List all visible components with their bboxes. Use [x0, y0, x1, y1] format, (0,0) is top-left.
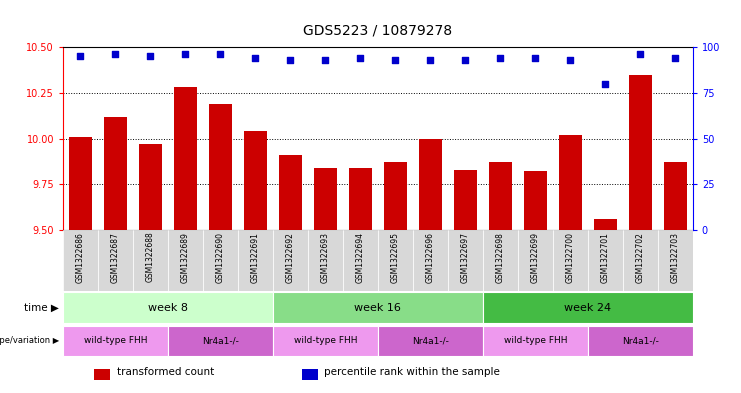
Text: wild-type FHH: wild-type FHH — [84, 336, 147, 345]
Text: transformed count: transformed count — [116, 367, 213, 377]
Bar — [448, 230, 483, 291]
Text: GSM1322686: GSM1322686 — [76, 232, 85, 283]
Point — [425, 57, 436, 63]
Text: wild-type FHH: wild-type FHH — [504, 336, 567, 345]
Point — [634, 51, 646, 58]
Bar — [273, 326, 378, 356]
Text: GSM1322687: GSM1322687 — [111, 232, 120, 283]
Bar — [273, 292, 483, 323]
Text: GDS5223 / 10879278: GDS5223 / 10879278 — [303, 23, 453, 37]
Bar — [104, 117, 127, 230]
Text: GSM1322695: GSM1322695 — [391, 232, 400, 283]
Bar — [63, 326, 168, 356]
Bar — [349, 168, 372, 230]
Bar — [273, 230, 308, 291]
Bar — [553, 230, 588, 291]
Point — [319, 57, 331, 63]
Text: GSM1322703: GSM1322703 — [671, 232, 679, 283]
Text: GSM1322699: GSM1322699 — [531, 232, 540, 283]
Point — [494, 55, 506, 61]
Bar — [588, 230, 623, 291]
Point — [669, 55, 681, 61]
Text: GSM1322693: GSM1322693 — [321, 232, 330, 283]
Bar — [413, 230, 448, 291]
Bar — [174, 87, 197, 230]
Bar — [302, 369, 318, 380]
Text: week 16: week 16 — [354, 303, 402, 312]
Text: GSM1322692: GSM1322692 — [286, 232, 295, 283]
Bar — [314, 168, 337, 230]
Text: GSM1322696: GSM1322696 — [426, 232, 435, 283]
Text: Nr4a1-/-: Nr4a1-/- — [622, 336, 659, 345]
Text: GSM1322701: GSM1322701 — [601, 232, 610, 283]
Bar — [203, 230, 238, 291]
Text: genotype/variation ▶: genotype/variation ▶ — [0, 336, 59, 345]
Text: GSM1322698: GSM1322698 — [496, 232, 505, 283]
Point — [354, 55, 366, 61]
Bar — [524, 171, 547, 230]
Point — [110, 51, 122, 58]
Bar — [559, 135, 582, 230]
Bar — [454, 170, 476, 230]
Bar — [98, 230, 133, 291]
Bar — [588, 326, 693, 356]
Bar — [419, 138, 442, 230]
Point — [215, 51, 227, 58]
Point — [285, 57, 296, 63]
Text: GSM1322691: GSM1322691 — [251, 232, 260, 283]
Text: week 8: week 8 — [148, 303, 188, 312]
Bar — [378, 230, 413, 291]
Text: GSM1322697: GSM1322697 — [461, 232, 470, 283]
Bar — [308, 230, 343, 291]
Point — [529, 55, 541, 61]
Text: Nr4a1-/-: Nr4a1-/- — [202, 336, 239, 345]
Point — [144, 53, 156, 59]
Point — [565, 57, 576, 63]
Bar — [518, 230, 553, 291]
Bar — [69, 137, 92, 230]
Bar — [168, 230, 203, 291]
Bar — [378, 326, 483, 356]
Text: GSM1322700: GSM1322700 — [566, 232, 575, 283]
Text: GSM1322688: GSM1322688 — [146, 232, 155, 283]
Text: GSM1322689: GSM1322689 — [181, 232, 190, 283]
Text: week 24: week 24 — [565, 303, 611, 312]
Text: GSM1322690: GSM1322690 — [216, 232, 225, 283]
Bar — [483, 230, 518, 291]
Text: time ▶: time ▶ — [24, 303, 59, 312]
Bar — [629, 75, 652, 230]
Text: GSM1322694: GSM1322694 — [356, 232, 365, 283]
Point — [459, 57, 471, 63]
Bar — [95, 369, 110, 380]
Bar — [209, 104, 232, 230]
Text: wild-type FHH: wild-type FHH — [293, 336, 357, 345]
Bar — [238, 230, 273, 291]
Text: GSM1322702: GSM1322702 — [636, 232, 645, 283]
Text: percentile rank within the sample: percentile rank within the sample — [325, 367, 500, 377]
Bar — [63, 230, 98, 291]
Bar — [139, 144, 162, 230]
Bar — [63, 292, 273, 323]
Bar — [658, 230, 693, 291]
Text: Nr4a1-/-: Nr4a1-/- — [412, 336, 449, 345]
Bar — [279, 155, 302, 230]
Bar — [343, 230, 378, 291]
Point — [75, 53, 87, 59]
Bar — [489, 162, 512, 230]
Point — [390, 57, 402, 63]
Bar — [623, 230, 658, 291]
Point — [599, 81, 611, 87]
Point — [179, 51, 191, 58]
Point — [250, 55, 262, 61]
Bar — [133, 230, 168, 291]
Bar — [244, 131, 267, 230]
Bar — [594, 219, 617, 230]
Bar — [483, 326, 588, 356]
Bar — [483, 292, 693, 323]
Bar — [384, 162, 407, 230]
Bar — [664, 162, 687, 230]
Bar — [168, 326, 273, 356]
